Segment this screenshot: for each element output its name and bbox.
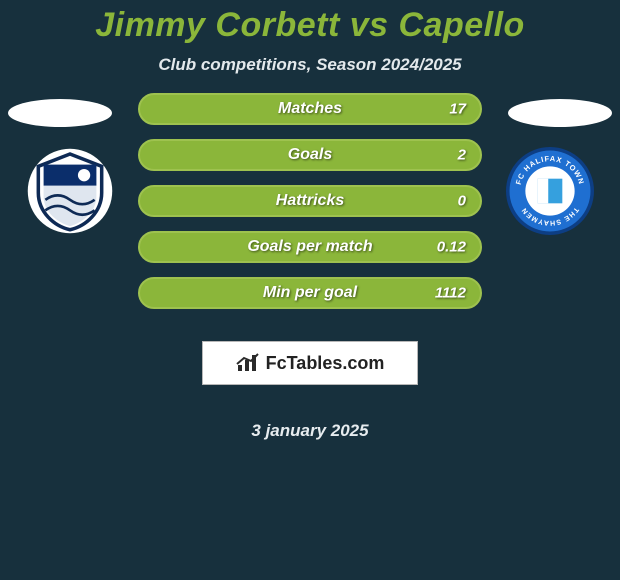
date-line: 3 january 2025 [0, 421, 620, 441]
stat-label: Goals [288, 146, 332, 164]
stat-bar: Min per goal 1112 [138, 277, 482, 309]
stat-value: 2 [458, 147, 466, 164]
stat-bar: Goals per match 0.12 [138, 231, 482, 263]
brand-text: FcTables.com [266, 353, 385, 374]
subtitle: Club competitions, Season 2024/2025 [0, 55, 620, 75]
stat-label: Matches [278, 100, 342, 118]
stat-bar: Hattricks 0 [138, 185, 482, 217]
stat-value: 0 [458, 193, 466, 210]
stat-bars: Matches 17 Goals 2 Hattricks 0 Goals per match… [138, 93, 482, 309]
club-logo-left [26, 147, 114, 235]
stat-label: Min per goal [263, 284, 357, 302]
bar-chart-icon [236, 353, 260, 373]
stat-bar: Goals 2 [138, 139, 482, 171]
stat-label: Hattricks [276, 192, 344, 210]
stat-value: 1112 [435, 285, 466, 302]
player-photo-placeholder-left [8, 99, 112, 127]
page-title: Jimmy Corbett vs Capello [0, 0, 620, 45]
brand-badge: FcTables.com [202, 341, 418, 385]
club-logo-right: FC HALIFAX TOWN THE SHAYMEN [506, 147, 594, 235]
stat-value: 0.12 [437, 239, 466, 256]
stat-value: 17 [449, 101, 466, 118]
stat-bar: Matches 17 [138, 93, 482, 125]
stat-label: Goals per match [247, 238, 372, 256]
player-photo-placeholder-right [508, 99, 612, 127]
